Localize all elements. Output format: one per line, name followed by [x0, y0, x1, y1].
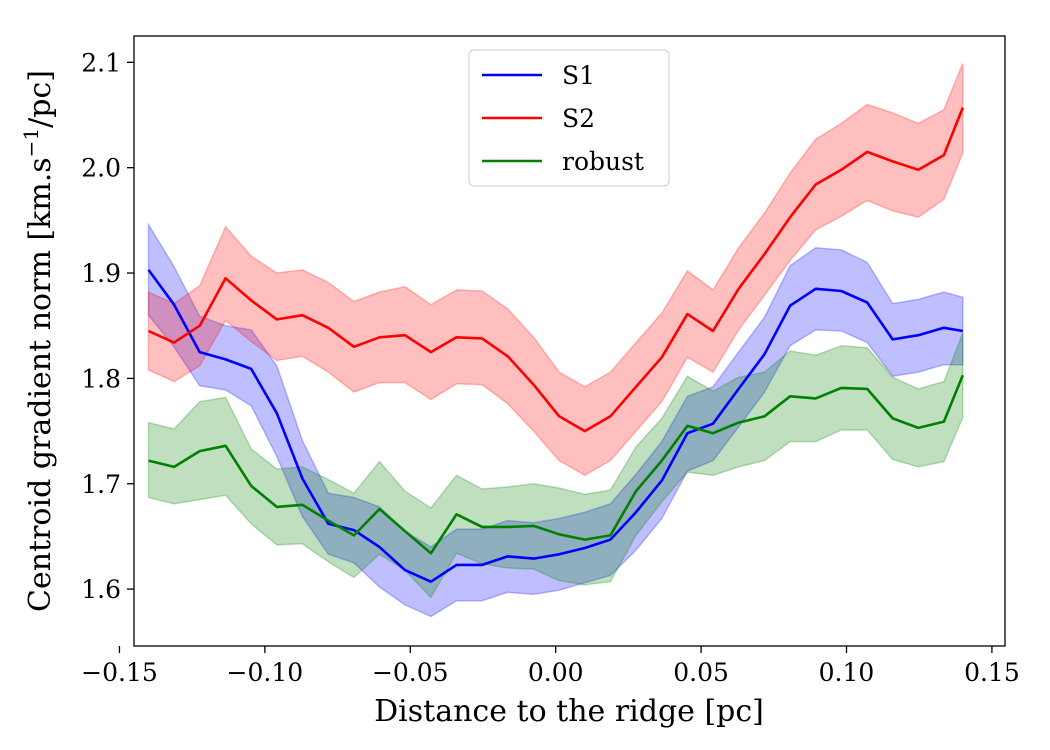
- x-tick-label: 0.15: [964, 658, 1020, 687]
- legend-box: [468, 49, 670, 187]
- legend: S1 S2 robust: [468, 49, 670, 187]
- legend-items: S1 S2 robust: [482, 61, 644, 176]
- legend-label-robust: robust: [562, 147, 644, 176]
- plot-area-frame: [133, 35, 1006, 647]
- y-tick-label: 1.9: [81, 259, 121, 288]
- y-tick-label: 2.1: [81, 48, 121, 77]
- y-axis-ticks: 1.6 1.7 1.8 1.9 2.0 2.1: [81, 48, 134, 604]
- x-tick-label: −0.15: [81, 658, 158, 687]
- confidence-bands: [147, 63, 964, 618]
- y-tick-label: 2.0: [81, 154, 121, 183]
- y-tick-label: 1.6: [81, 575, 121, 604]
- y-tick-label: 1.7: [81, 470, 121, 499]
- x-tick-label: 0.00: [528, 658, 584, 687]
- line-s2: [147, 107, 965, 433]
- x-tick-label: −0.05: [372, 658, 449, 687]
- y-axis-label-main: Centroid gradient norm [km.s: [23, 157, 58, 612]
- y-axis-label-superscript: −1: [19, 128, 43, 157]
- x-axis-ticks: −0.15 −0.10 −0.05 0.00 0.05 0.10 0.15: [81, 646, 1020, 687]
- line-robust: [148, 374, 965, 555]
- x-tick-label: −0.10: [227, 658, 304, 687]
- band-s2: [147, 63, 964, 477]
- x-tick-label: 0.10: [819, 658, 875, 687]
- legend-label-s1: S1: [562, 61, 595, 90]
- line-s1: [147, 269, 964, 584]
- band-s1: [147, 221, 964, 618]
- x-axis-label: Distance to the ridge [pc]: [374, 694, 764, 729]
- legend-label-s2: S2: [562, 104, 595, 133]
- x-tick-label: 0.05: [673, 658, 729, 687]
- y-axis-label: Centroid gradient norm [km.s−1/pc]: [19, 70, 58, 612]
- y-tick-label: 1.8: [81, 364, 121, 393]
- series-lines: [147, 107, 965, 584]
- y-axis-label-tail: /pc]: [23, 70, 58, 128]
